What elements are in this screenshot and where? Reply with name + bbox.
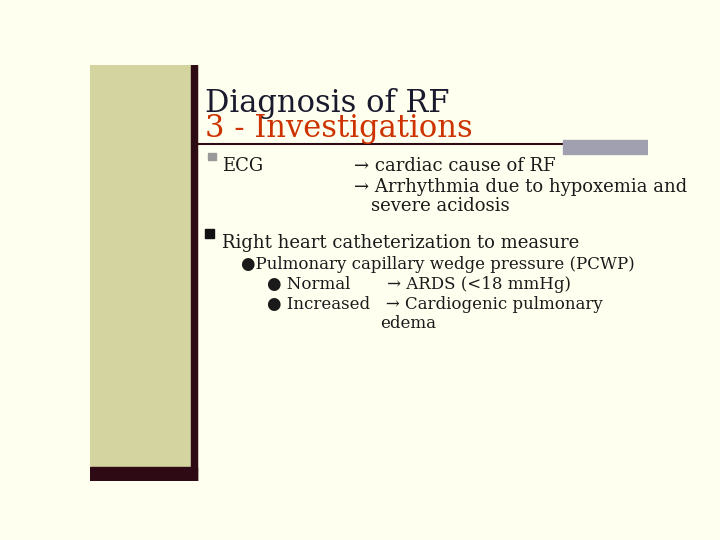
- Text: 3 - Investigations: 3 - Investigations: [204, 112, 472, 144]
- Text: ECG: ECG: [222, 157, 263, 175]
- Text: ●Pulmonary capillary wedge pressure (PCWP): ●Pulmonary capillary wedge pressure (PCW…: [241, 256, 635, 273]
- Bar: [204, 229, 214, 238]
- Text: ● Increased   → Cardiogenic pulmonary: ● Increased → Cardiogenic pulmonary: [266, 296, 603, 313]
- Bar: [191, 65, 197, 481]
- Text: → cardiac cause of RF: → cardiac cause of RF: [354, 157, 555, 175]
- Bar: [208, 153, 215, 160]
- Text: edema: edema: [379, 315, 436, 332]
- Bar: [563, 140, 648, 154]
- Text: severe acidosis: severe acidosis: [371, 197, 509, 215]
- Bar: [90, 467, 197, 481]
- Text: → Arrhythmia due to hypoxemia and: → Arrhythmia due to hypoxemia and: [354, 178, 687, 196]
- Text: ● Normal       → ARDS (<18 mmHg): ● Normal → ARDS (<18 mmHg): [266, 276, 571, 293]
- Text: Right heart catheterization to measure: Right heart catheterization to measure: [222, 234, 579, 252]
- Text: Diagnosis of RF: Diagnosis of RF: [204, 88, 449, 119]
- Bar: [90, 65, 197, 481]
